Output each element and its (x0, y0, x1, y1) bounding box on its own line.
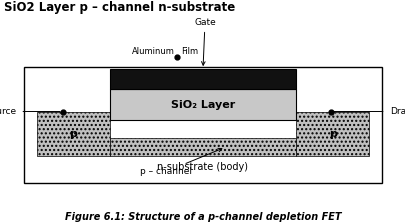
Text: SiO2 Layer p – channel n-substrate: SiO2 Layer p – channel n-substrate (4, 1, 235, 14)
Text: Source: Source (0, 107, 16, 116)
Text: Drain: Drain (389, 107, 405, 116)
Text: n-substrate (body): n-substrate (body) (157, 162, 248, 172)
Text: Aluminum: Aluminum (131, 47, 174, 56)
Text: Film: Film (180, 47, 197, 56)
Bar (296, 112, 369, 156)
Bar (24, 67, 381, 183)
Text: p – channel: p – channel (139, 148, 221, 176)
Bar (109, 138, 296, 156)
Text: SiO₂ Layer: SiO₂ Layer (171, 100, 234, 110)
Text: p: p (69, 129, 77, 139)
Text: Gate: Gate (194, 18, 215, 65)
Bar (36, 112, 109, 156)
Bar (109, 69, 296, 89)
Text: Figure 6.1: Structure of a p-channel depletion FET: Figure 6.1: Structure of a p-channel dep… (64, 212, 341, 222)
Text: p: p (328, 129, 336, 139)
Bar (109, 89, 296, 120)
